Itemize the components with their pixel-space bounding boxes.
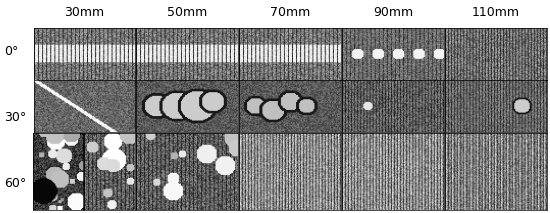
Text: 70mm: 70mm: [270, 6, 310, 19]
Text: 0°: 0°: [4, 45, 19, 58]
Text: 90mm: 90mm: [373, 6, 413, 19]
Text: 60°: 60°: [4, 177, 26, 190]
Text: 30°: 30°: [4, 111, 26, 124]
Text: 30mm: 30mm: [64, 6, 104, 19]
Text: 50mm: 50mm: [167, 6, 207, 19]
Text: 110mm: 110mm: [472, 6, 520, 19]
